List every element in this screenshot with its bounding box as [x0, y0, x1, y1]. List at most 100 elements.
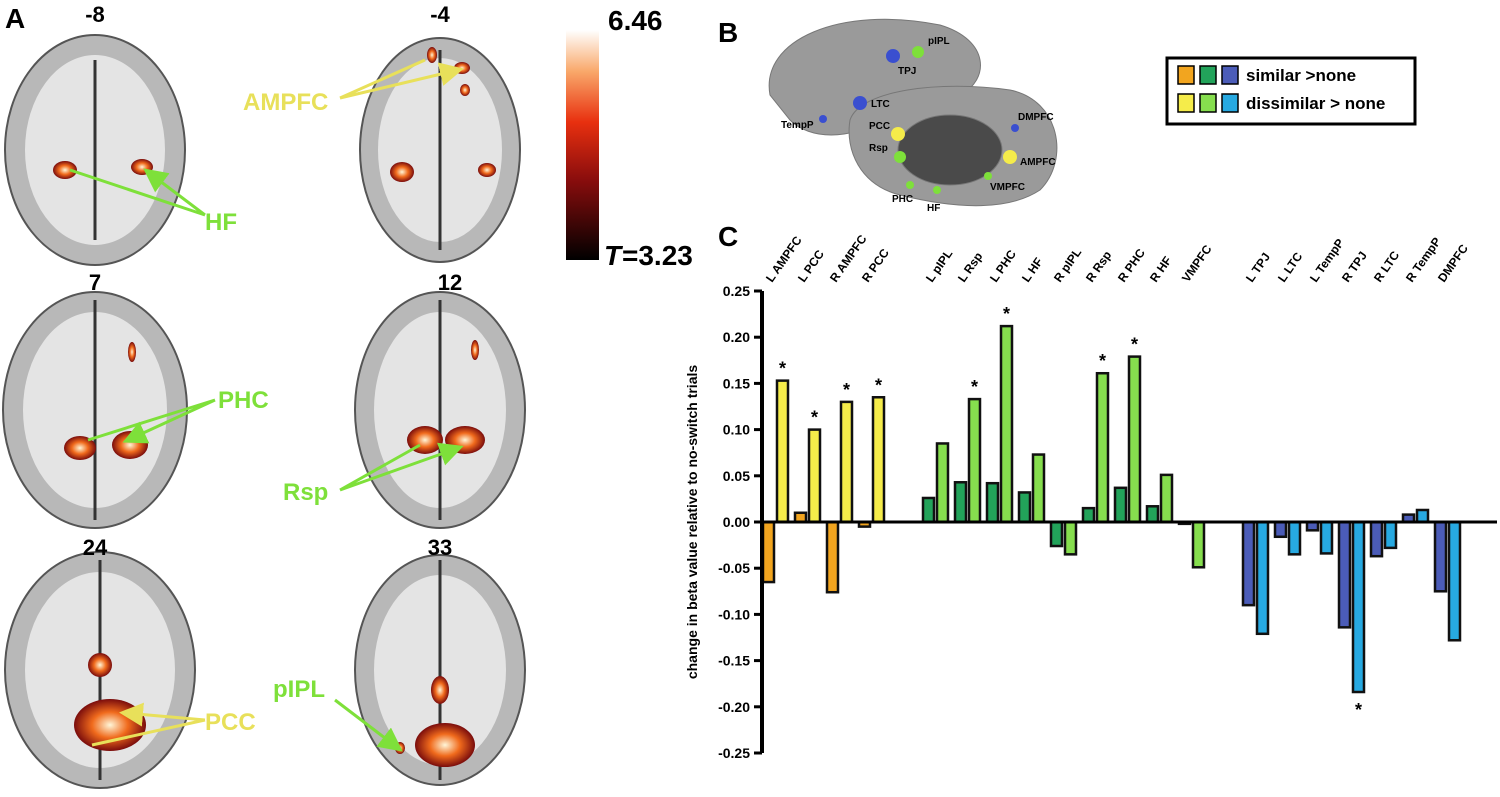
bar: [1241, 520, 1256, 607]
colorbar-max: 6.46: [608, 5, 663, 36]
region-label: pIPL: [273, 676, 325, 703]
roi-label: DMPFC: [1018, 112, 1054, 123]
x-tick-label: L PHC: [987, 247, 1019, 285]
y-tick-label: -0.25: [718, 745, 750, 761]
bar: [825, 520, 840, 594]
x-tick-label: L TPJ: [1243, 250, 1273, 285]
legend: similar >none dissimilar > none: [1177, 65, 1385, 113]
significance-marker: *: [779, 359, 786, 379]
panel-label: B: [718, 17, 738, 48]
roi-label: HF: [927, 203, 940, 214]
bar: [1191, 520, 1206, 569]
x-tick-label: R Rsp: [1083, 248, 1114, 284]
y-axis-label: change in beta value relative to no-swit…: [684, 365, 700, 680]
bar: [1383, 520, 1398, 550]
roi-label: TempP: [781, 120, 814, 131]
bar: [1433, 520, 1448, 593]
legend-swatch: [1221, 65, 1239, 85]
slice-label: -8: [85, 2, 105, 27]
x-tick-label: L HF: [1019, 255, 1046, 285]
x-tick-label: L Rsp: [955, 250, 985, 285]
bar: [1415, 508, 1430, 524]
bar: [1031, 453, 1046, 524]
roi-label: Rsp: [869, 143, 888, 154]
slice-label: 12: [438, 270, 462, 295]
roi-label: VMPFC: [990, 182, 1025, 193]
x-tick-label: DMPFC: [1435, 241, 1471, 284]
significance-marker: *: [1003, 304, 1010, 324]
y-tick-label: -0.15: [718, 653, 750, 669]
bar: [839, 400, 854, 524]
y-tick-label: -0.05: [718, 560, 750, 576]
arrows: [69, 60, 458, 752]
bar: [953, 481, 968, 524]
bar: [871, 396, 886, 524]
significance-marker: *: [1355, 700, 1362, 720]
bar: [1337, 520, 1352, 629]
x-tick-label: R PHC: [1115, 246, 1148, 285]
y-tick-label: 0.15: [723, 375, 750, 391]
y-tick-label: -0.10: [718, 606, 750, 622]
legend-swatch: [1177, 65, 1195, 85]
y-tick-label: 0.20: [723, 329, 750, 345]
significance-marker: *: [811, 408, 818, 428]
bar: [1319, 520, 1334, 555]
y-tick-label: -0.20: [718, 699, 750, 715]
bar: [935, 442, 950, 524]
region-label: AMPFC: [243, 89, 328, 116]
roi-label: pIPL: [928, 36, 950, 47]
significance-marker: *: [971, 377, 978, 397]
significance-marker: *: [843, 380, 850, 400]
roi-label: PHC: [892, 194, 913, 205]
bar: [1017, 491, 1032, 524]
y-tick-label: 0.05: [723, 468, 750, 484]
bar: [967, 397, 982, 524]
bar: [1095, 371, 1110, 524]
legend-swatch: [1177, 93, 1195, 113]
roi-label: PCC: [869, 121, 890, 132]
slice-label: -4: [430, 2, 450, 27]
significance-marker: *: [1131, 335, 1138, 355]
bar: [1351, 520, 1366, 694]
bar: [1145, 505, 1160, 524]
x-tick-label: R HF: [1147, 254, 1175, 285]
slice-label: 24: [83, 535, 108, 560]
panel-label: C: [718, 221, 738, 252]
bar: [1287, 520, 1302, 556]
bar: [1127, 355, 1142, 524]
bar: [1255, 520, 1270, 636]
bar: [807, 428, 822, 524]
legend-label: dissimilar > none: [1246, 94, 1385, 113]
roi-label: AMPFC: [1020, 157, 1056, 168]
slice-label: 7: [89, 270, 101, 295]
bar: [921, 496, 936, 524]
bar: [761, 520, 776, 584]
x-tick-label: R TPJ: [1339, 249, 1370, 285]
x-tick-label: R PCC: [859, 246, 892, 285]
bar: [1369, 520, 1384, 558]
legend-swatch: [1199, 93, 1217, 113]
colorbar-stat: T: [604, 240, 624, 271]
roi-dots: [819, 46, 1019, 194]
significance-marker: *: [875, 375, 882, 395]
x-tick-label: R pIPL: [1051, 246, 1084, 285]
bar: [1273, 520, 1288, 539]
colorbar-min: =3.23: [622, 240, 693, 271]
legend-swatch: [1221, 93, 1239, 113]
x-tick-label: R LTC: [1371, 248, 1402, 285]
x-tick-label: L PCC: [795, 247, 827, 285]
bar: [999, 324, 1014, 524]
x-tick-label: VMPFC: [1179, 242, 1215, 285]
bar: [775, 379, 790, 524]
y-tick-label: 0.10: [723, 422, 750, 438]
colorbar: [566, 30, 599, 260]
slice-label: 33: [428, 535, 452, 560]
bar: [1159, 473, 1174, 524]
bar: [1081, 506, 1096, 524]
bar: [1063, 520, 1078, 556]
roi-label: TPJ: [898, 66, 916, 77]
bar: [1447, 520, 1462, 642]
panel-label: A: [5, 3, 25, 34]
bar: [985, 481, 1000, 524]
